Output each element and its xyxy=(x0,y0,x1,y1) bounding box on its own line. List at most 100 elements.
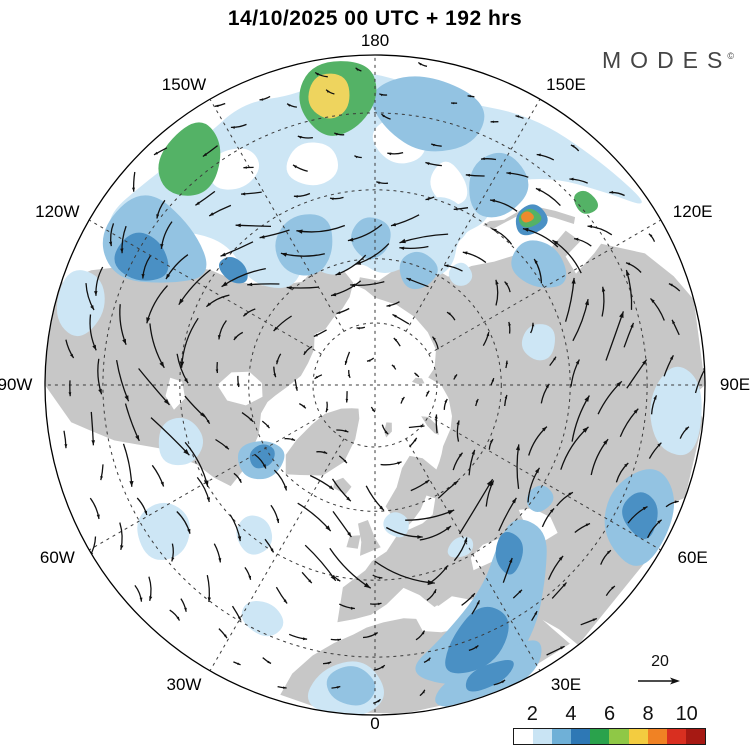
wind-arrow-head xyxy=(541,426,547,432)
wind-arrow-head xyxy=(425,162,430,166)
wind-arrow-head xyxy=(90,305,94,310)
wind-arrow-head xyxy=(464,537,468,543)
wind-arrow-head xyxy=(179,361,185,368)
wind-arrow-head xyxy=(397,461,402,465)
wind-arrow-head xyxy=(574,237,579,241)
wind-arrow-head xyxy=(504,281,508,286)
wind-arrow-head xyxy=(276,518,280,523)
wind-arrow-head xyxy=(642,359,647,365)
shading-patch-lvl1 xyxy=(158,417,204,466)
wind-arrow-head xyxy=(336,578,341,582)
wind-arrow-head xyxy=(297,136,302,139)
wind-arrow-head xyxy=(273,326,278,331)
wind-arrow-head xyxy=(363,582,371,589)
shading-patch-lvl3 xyxy=(114,232,169,281)
wind-arrow-head xyxy=(209,212,214,216)
wind-arrow-head xyxy=(490,480,494,486)
wind-arrow-head xyxy=(237,616,241,621)
wind-arrow-head xyxy=(476,600,480,605)
wind-layer xyxy=(63,61,705,704)
wind-arrow-head xyxy=(202,153,208,157)
land-greenland xyxy=(285,408,360,476)
chart-title: 14/10/2025 00 UTC + 192 hrs xyxy=(227,7,523,30)
wind-arrow-head xyxy=(184,378,189,384)
colorbar-segment xyxy=(666,729,686,744)
wind-arrow-head xyxy=(293,164,297,169)
wind-arrow-head xyxy=(584,395,590,402)
wind-arrow-head xyxy=(91,440,95,446)
wind-arrow-head xyxy=(650,298,655,303)
wind-arrow-head xyxy=(146,317,151,324)
wind-arrow-head xyxy=(266,424,270,429)
shading-patch-green xyxy=(574,190,599,214)
wind-arrow-head xyxy=(323,450,328,454)
wind-arrow-head xyxy=(139,597,143,602)
wind-arrow-head xyxy=(206,497,210,502)
wind-arrow-head xyxy=(331,292,337,297)
wind-arrow-head xyxy=(420,424,425,428)
wind-arrow-head xyxy=(347,374,351,378)
wind-arrow-head xyxy=(64,444,68,449)
wind-arrow-head xyxy=(657,442,662,447)
wind-arrow-head xyxy=(603,439,609,445)
colorbar-tick-labels: 2 4 6 8 10 xyxy=(513,703,706,727)
wind-arrow-head xyxy=(509,558,513,563)
shading-patch-lvl2 xyxy=(351,217,391,260)
wind-arrow-head xyxy=(237,536,242,542)
wind-arrow-head xyxy=(178,298,184,305)
wind-arrow-head xyxy=(386,304,391,307)
wind-arrow-head xyxy=(570,145,575,148)
wind-arrow-head xyxy=(355,67,359,71)
wind-arrow-head xyxy=(399,238,406,244)
meridian-330 xyxy=(209,438,345,671)
wind-arrow-head xyxy=(371,408,375,412)
wind-arrow-head xyxy=(325,525,331,532)
wind-arrow-head xyxy=(283,599,288,604)
copyright-icon: © xyxy=(727,51,734,61)
wind-arrow-head xyxy=(515,115,520,118)
meridian-240 xyxy=(89,219,322,355)
colorbar-segment xyxy=(685,729,705,744)
wind-arrow-head xyxy=(490,199,495,203)
wind-arrow-head xyxy=(183,449,190,456)
wind-arrow-head xyxy=(336,686,341,689)
wind-arrow-head xyxy=(401,397,405,401)
wind-arrow-head xyxy=(343,459,347,464)
wind-arrow-head xyxy=(653,395,657,400)
wind-arrow-head xyxy=(562,582,567,587)
wind-arrow-head xyxy=(273,373,276,378)
wind-arrow-head xyxy=(584,299,589,306)
wind-arrow-head xyxy=(206,419,210,424)
wind-arrow-head xyxy=(702,365,705,371)
wind-arrow-head xyxy=(657,519,662,524)
wind-arrow-head xyxy=(391,222,397,227)
parallel-60N xyxy=(248,258,502,512)
wind-arrow-head xyxy=(347,532,352,537)
parallel-30N xyxy=(102,112,648,658)
wind-arrow-head xyxy=(283,686,287,689)
wind-arrow-head xyxy=(495,279,499,285)
wind-arrow-head xyxy=(575,359,580,365)
wind-arrow-head xyxy=(187,528,191,534)
wind-arrow-head xyxy=(329,485,334,490)
modes-logo-text: MODES xyxy=(602,47,732,73)
wind-arrow-head xyxy=(587,224,593,229)
wind-arrow-head xyxy=(443,565,448,570)
colorbar-tick-2: 2 xyxy=(526,703,538,725)
wind-arrow-head xyxy=(122,338,127,345)
wind-arrow-head xyxy=(545,383,550,389)
wind-arrow-head xyxy=(96,514,100,519)
colorbar-segment xyxy=(590,729,610,744)
wind-arrow-head xyxy=(560,646,565,650)
wind-arrow-head xyxy=(166,273,171,280)
wind-arrow-head xyxy=(373,632,378,636)
wind-arrow-head xyxy=(432,336,436,341)
wind-arrow-head xyxy=(221,281,228,287)
land-severnaya-zemlya xyxy=(412,377,425,385)
wind-arrow-head xyxy=(270,548,274,553)
parallel-45N xyxy=(179,189,571,581)
wind-arrow-head xyxy=(241,192,246,196)
shading-patch-white xyxy=(286,142,339,186)
wind-arrow-head xyxy=(295,387,298,391)
wind-arrow-head xyxy=(70,353,74,358)
